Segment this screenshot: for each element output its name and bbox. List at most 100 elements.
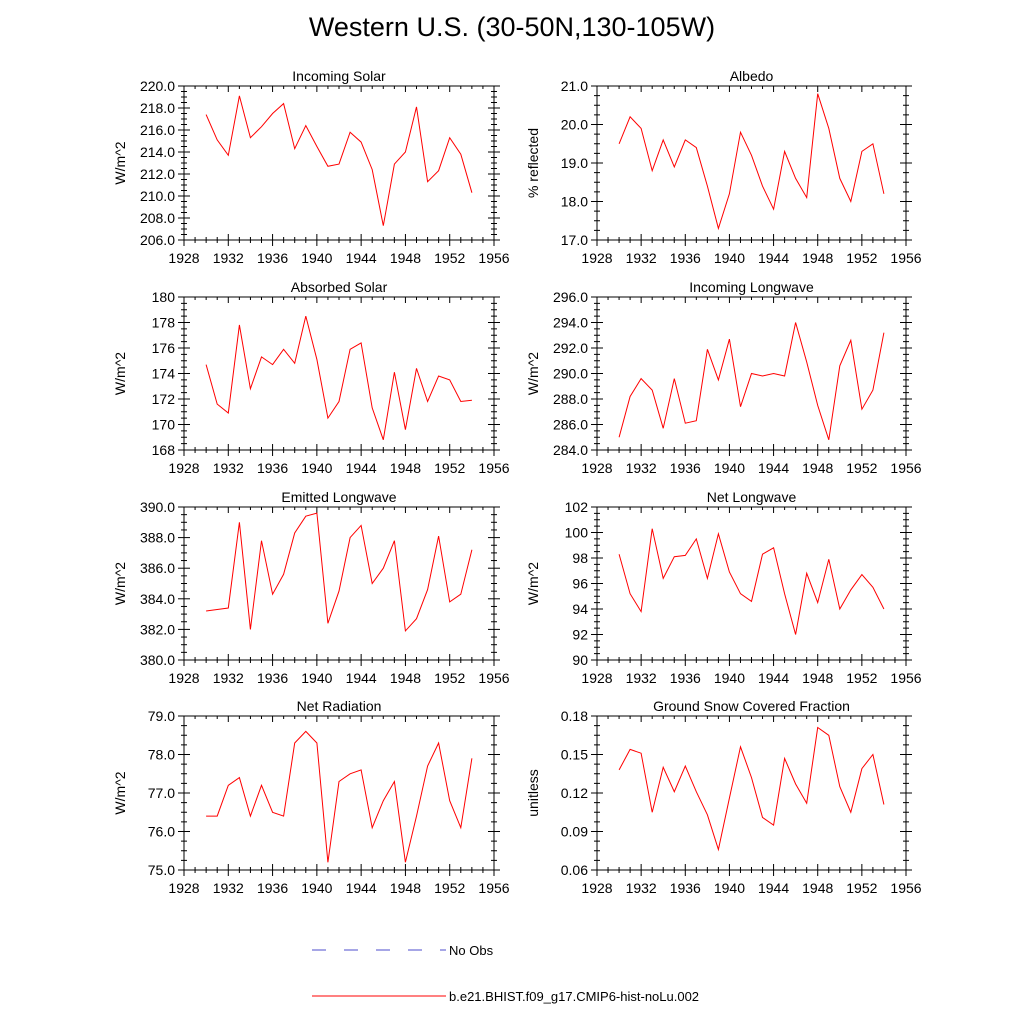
y-tick-label: 388.0 — [140, 530, 175, 546]
y-tick-label: 386.0 — [140, 560, 175, 576]
legend-model-label: b.e21.BHIST.f09_g17.CMIP6-hist-noLu.002 — [449, 989, 699, 1004]
y-tick-label: 78.0 — [148, 747, 175, 763]
y-axis-label: W/m^2 — [525, 562, 541, 605]
y-tick-label: 292.0 — [553, 340, 588, 356]
x-tick-label: 1956 — [890, 880, 921, 896]
x-tick-label: 1956 — [890, 460, 921, 476]
y-tick-label: 96 — [572, 576, 588, 592]
series-line-1 — [205, 95, 473, 226]
series-line-1 — [618, 93, 885, 231]
chart-title: Incoming Solar — [292, 68, 386, 84]
y-tick-label: 170 — [152, 417, 176, 433]
y-tick-label: 79.0 — [148, 708, 175, 724]
chart-title: Absorbed Solar — [291, 279, 388, 295]
x-tick-label: 1940 — [714, 670, 745, 686]
series-line-1 — [206, 512, 473, 633]
chart-title: Albedo — [730, 68, 774, 84]
chart-panel-8: Ground Snow Covered Fraction unitless 1928… — [525, 698, 922, 896]
y-tick-label: 216.0 — [140, 122, 175, 138]
chart-panel-7: Net Radiation W/m^2 1928 1932 1936 1940 1944 19… — [112, 698, 510, 896]
figure-title: Western U.S. (30-50N,130-105W) — [308, 12, 716, 42]
y-tick-label: 214.0 — [140, 144, 175, 160]
y-axis-label: % reflected — [525, 128, 541, 198]
x-tick-label: 1936 — [670, 670, 701, 686]
x-tick-label: 1928 — [581, 670, 612, 686]
y-tick-label: 384.0 — [140, 591, 175, 607]
y-tick-label: 206.0 — [140, 232, 175, 248]
y-axis-label: unitless — [525, 769, 541, 816]
x-tick-label: 1944 — [346, 670, 377, 686]
x-tick-label: 1952 — [434, 670, 465, 686]
y-tick-label: 0.09 — [561, 824, 588, 840]
chart-title: Net Longwave — [707, 489, 797, 505]
chart-title: Net Radiation — [297, 698, 382, 714]
y-tick-label: 77.0 — [148, 785, 175, 801]
plot-frame — [596, 506, 907, 661]
chart-panel-4: Incoming Longwave W/m^2 1928 1932 1936 1940 19… — [525, 279, 922, 476]
chart-panel-2: Albedo % reflected 1928 1932 1936 1940 1944 194… — [525, 68, 922, 266]
y-tick-label: 180 — [152, 289, 176, 305]
x-tick-label: 1956 — [478, 880, 509, 896]
x-tick-label: 1928 — [581, 460, 612, 476]
y-tick-label: 98 — [572, 550, 588, 566]
chart-panel-5: Emitted Longwave W/m^2 1928 1932 1936 1940 194… — [112, 489, 510, 686]
x-tick-label: 1932 — [213, 250, 244, 266]
y-tick-label: 100 — [565, 525, 589, 541]
x-tick-label: 1928 — [168, 460, 199, 476]
y-axis-label: W/m^2 — [112, 141, 128, 184]
x-tick-label: 1952 — [846, 460, 877, 476]
y-tick-label: 218.0 — [140, 100, 175, 116]
chart-title: Ground Snow Covered Fraction — [653, 698, 850, 714]
x-tick-label: 1948 — [802, 670, 833, 686]
x-tick-label: 1936 — [670, 880, 701, 896]
x-tick-label: 1956 — [890, 250, 921, 266]
x-tick-label: 1948 — [390, 880, 421, 896]
y-tick-label: 0.15 — [561, 747, 588, 763]
x-tick-label: 1952 — [846, 880, 877, 896]
y-tick-label: 390.0 — [140, 499, 175, 515]
legend: No Obs b.e21.BHIST.f09_g17.CMIP6-hist-noL… — [312, 943, 699, 1004]
x-tick-label: 1956 — [478, 670, 509, 686]
x-tick-label: 1952 — [434, 880, 465, 896]
series-line-1 — [206, 730, 473, 863]
x-tick-label: 1936 — [670, 460, 701, 476]
x-tick-label: 1948 — [390, 460, 421, 476]
y-axis-label: W/m^2 — [525, 352, 541, 395]
y-axis-label: W/m^2 — [112, 352, 128, 395]
x-tick-label: 1928 — [168, 250, 199, 266]
legend-obs-label: No Obs — [449, 943, 494, 958]
x-tick-label: 1952 — [846, 670, 877, 686]
x-tick-label: 1936 — [257, 460, 288, 476]
x-tick-label: 1928 — [168, 670, 199, 686]
x-tick-label: 1928 — [168, 880, 199, 896]
x-tick-label: 1944 — [758, 460, 789, 476]
y-tick-label: 294.0 — [553, 315, 588, 331]
y-tick-label: 18.0 — [561, 194, 588, 210]
x-tick-label: 1956 — [478, 460, 509, 476]
y-tick-label: 172 — [152, 391, 176, 407]
x-tick-label: 1944 — [346, 250, 377, 266]
x-tick-label: 1944 — [758, 670, 789, 686]
x-tick-label: 1932 — [626, 250, 657, 266]
series-line-1 — [618, 322, 885, 440]
series-line-1 — [205, 315, 472, 440]
y-tick-label: 90 — [572, 652, 588, 668]
y-tick-label: 288.0 — [553, 391, 588, 407]
chart-panel-6: Net Longwave W/m^2 1928 1932 1936 1940 1944 194… — [525, 489, 922, 686]
y-tick-label: 102 — [565, 499, 589, 515]
x-tick-label: 1940 — [301, 250, 332, 266]
chart-panel-3: Absorbed Solar W/m^2 1928 1932 1936 1940 1944 1… — [112, 279, 510, 476]
y-tick-label: 0.06 — [561, 862, 588, 878]
x-tick-label: 1944 — [758, 250, 789, 266]
x-tick-label: 1952 — [846, 250, 877, 266]
plot-frame — [183, 715, 495, 871]
series-line-1 — [618, 726, 885, 852]
y-tick-label: 94 — [572, 601, 588, 617]
y-tick-label: 284.0 — [553, 442, 588, 458]
x-tick-label: 1940 — [714, 460, 745, 476]
x-tick-label: 1928 — [581, 880, 612, 896]
y-tick-label: 19.0 — [561, 155, 588, 171]
y-tick-label: 75.0 — [148, 862, 175, 878]
x-tick-label: 1928 — [581, 250, 612, 266]
